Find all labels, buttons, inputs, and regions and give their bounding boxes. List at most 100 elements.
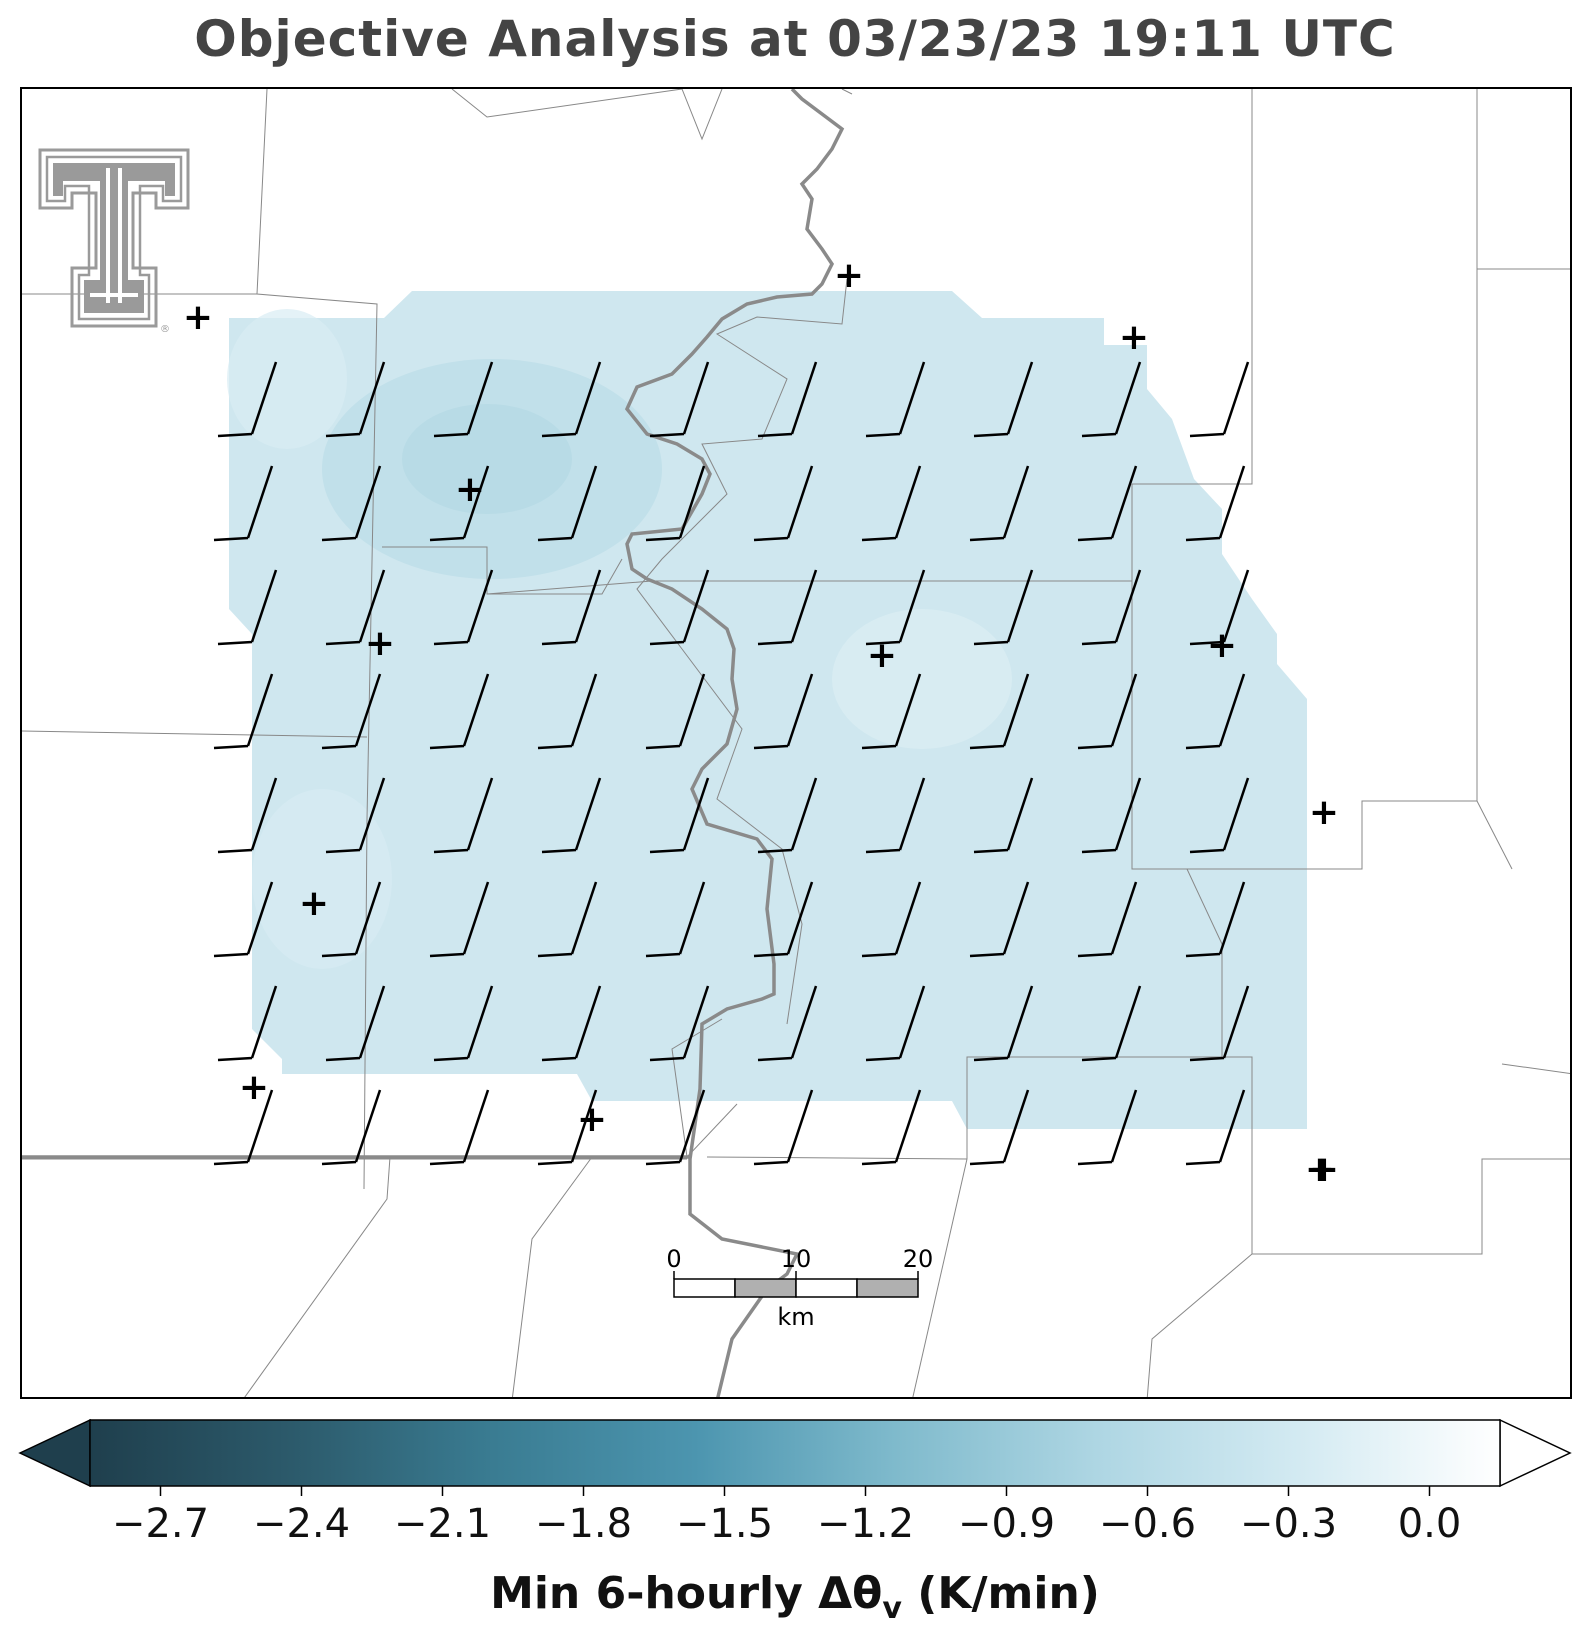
analysis-field-minimum-core [402, 404, 572, 514]
wind-barb [541, 985, 602, 1062]
colorbar-label-units: (K/min) [901, 1568, 1100, 1619]
wind-barb [865, 569, 926, 646]
wind-barb [973, 569, 1034, 646]
wind-barb [1189, 777, 1250, 854]
wind-barb [213, 881, 274, 958]
wind-barb [217, 777, 278, 854]
wind-barb [649, 569, 710, 646]
wind-barb [217, 569, 278, 646]
analysis-field-high-1 [832, 609, 1012, 749]
wind-barb [321, 673, 382, 750]
wind-barb [645, 673, 706, 750]
wind-barb [217, 361, 278, 438]
wind-barb [973, 985, 1034, 1062]
colorbar-tick-label: −2.1 [394, 1501, 491, 1547]
wind-barb [969, 673, 1030, 750]
wind-barb [321, 1089, 382, 1166]
wind-barb [861, 881, 922, 958]
wind-barb [865, 777, 926, 854]
wind-barb [1189, 361, 1250, 438]
station-marker: + [1305, 1149, 1335, 1190]
wind-barb [321, 881, 382, 958]
analysis-field-high-3 [227, 309, 347, 449]
wind-barb [753, 465, 814, 542]
wind-barb [973, 777, 1034, 854]
wind-barb [1081, 777, 1142, 854]
wind-barb [753, 673, 814, 750]
colorbar-tick-label: −2.7 [112, 1501, 209, 1547]
analysis-field-high-2 [252, 789, 392, 969]
wind-barb [1081, 361, 1142, 438]
wind-barb [645, 1089, 706, 1166]
wind-barb [429, 1089, 490, 1166]
station-marker: + [867, 635, 897, 676]
colorbar-tick-label: −1.8 [535, 1501, 632, 1547]
wind-barb [861, 673, 922, 750]
wind-barb [757, 569, 818, 646]
scale-label-20: 20 [903, 1245, 934, 1273]
wind-barb [649, 985, 710, 1062]
wind-barb [861, 1089, 922, 1166]
wind-barb [429, 673, 490, 750]
wind-barb [541, 361, 602, 438]
county-boundaries [22, 89, 1570, 1397]
scale-bar-seg-4 [856, 1278, 919, 1298]
registered-mark: ® [160, 324, 170, 333]
scale-bar: 0 10 20 km [666, 1245, 933, 1331]
scale-label-0: 0 [666, 1245, 681, 1273]
station-marker: + [1309, 1149, 1339, 1190]
wind-barb [973, 361, 1034, 438]
wind-barb [1185, 1089, 1246, 1166]
wind-barb [325, 777, 386, 854]
station-marker: + [834, 255, 864, 296]
wind-barbs [213, 361, 1250, 1166]
colorbar-tick-label: −1.2 [817, 1501, 914, 1547]
colorbar-tick-label: −1.5 [676, 1501, 773, 1547]
colorbar-extend-high [1499, 1418, 1572, 1488]
wind-barb [541, 777, 602, 854]
wind-barb [325, 569, 386, 646]
map-canvas: +++++ + +++++++ 0 10 20 km [22, 89, 1570, 1397]
wind-barb [861, 465, 922, 542]
colorbar-tick-label: −0.6 [1099, 1501, 1196, 1547]
scale-label-10: 10 [781, 1245, 812, 1273]
colorbar-tick-label: −0.3 [1240, 1501, 1337, 1547]
colorbar-extend-low [18, 1418, 91, 1488]
wind-barb [213, 1089, 274, 1166]
wind-barb [1185, 673, 1246, 750]
wind-barb [325, 985, 386, 1062]
analysis-field [227, 291, 1307, 1129]
station-markers: +++++ + +++++++ [183, 255, 1339, 1190]
wind-barb [753, 881, 814, 958]
wind-barb [1077, 1089, 1138, 1166]
wind-barb [757, 777, 818, 854]
scale-unit: km [777, 1303, 814, 1331]
scale-bar-seg-3 [795, 1278, 858, 1298]
wind-barb [1077, 881, 1138, 958]
page-title: Objective Analysis at 03/23/23 19:11 UTC [194, 10, 1396, 68]
wind-barb [325, 361, 386, 438]
wind-barb [213, 673, 274, 750]
wind-barb [865, 361, 926, 438]
wind-barb [1081, 569, 1142, 646]
wind-barb [1185, 465, 1246, 542]
station-marker: + [1309, 792, 1339, 833]
wind-barb [1185, 881, 1246, 958]
wind-barb [217, 985, 278, 1062]
station-marker: + [1119, 317, 1149, 358]
wind-barb [433, 985, 494, 1062]
colorbar-tick-label: 0.0 [1398, 1501, 1462, 1547]
wind-barb [541, 569, 602, 646]
colorbar: −2.7 −2.4 −2.1 −1.8 −1.5 −1.2 −0.9 −0.6 −0.3 0.0 [18, 1418, 1572, 1547]
state-boundaries [22, 89, 845, 1397]
wind-barb [1077, 673, 1138, 750]
station-marker: + [455, 469, 485, 510]
wind-barb [649, 361, 710, 438]
scale-bar-seg-1 [673, 1278, 736, 1298]
colorbar-ticks: −2.7 −2.4 −2.1 −1.8 −1.5 −1.2 −0.9 −0.6 −0.3 0.0 [112, 1486, 1461, 1547]
wind-barb [649, 777, 710, 854]
wind-barb [1077, 465, 1138, 542]
wind-barb [753, 1089, 814, 1166]
colorbar-gradient [89, 1419, 1501, 1487]
wind-barb [1189, 569, 1250, 646]
